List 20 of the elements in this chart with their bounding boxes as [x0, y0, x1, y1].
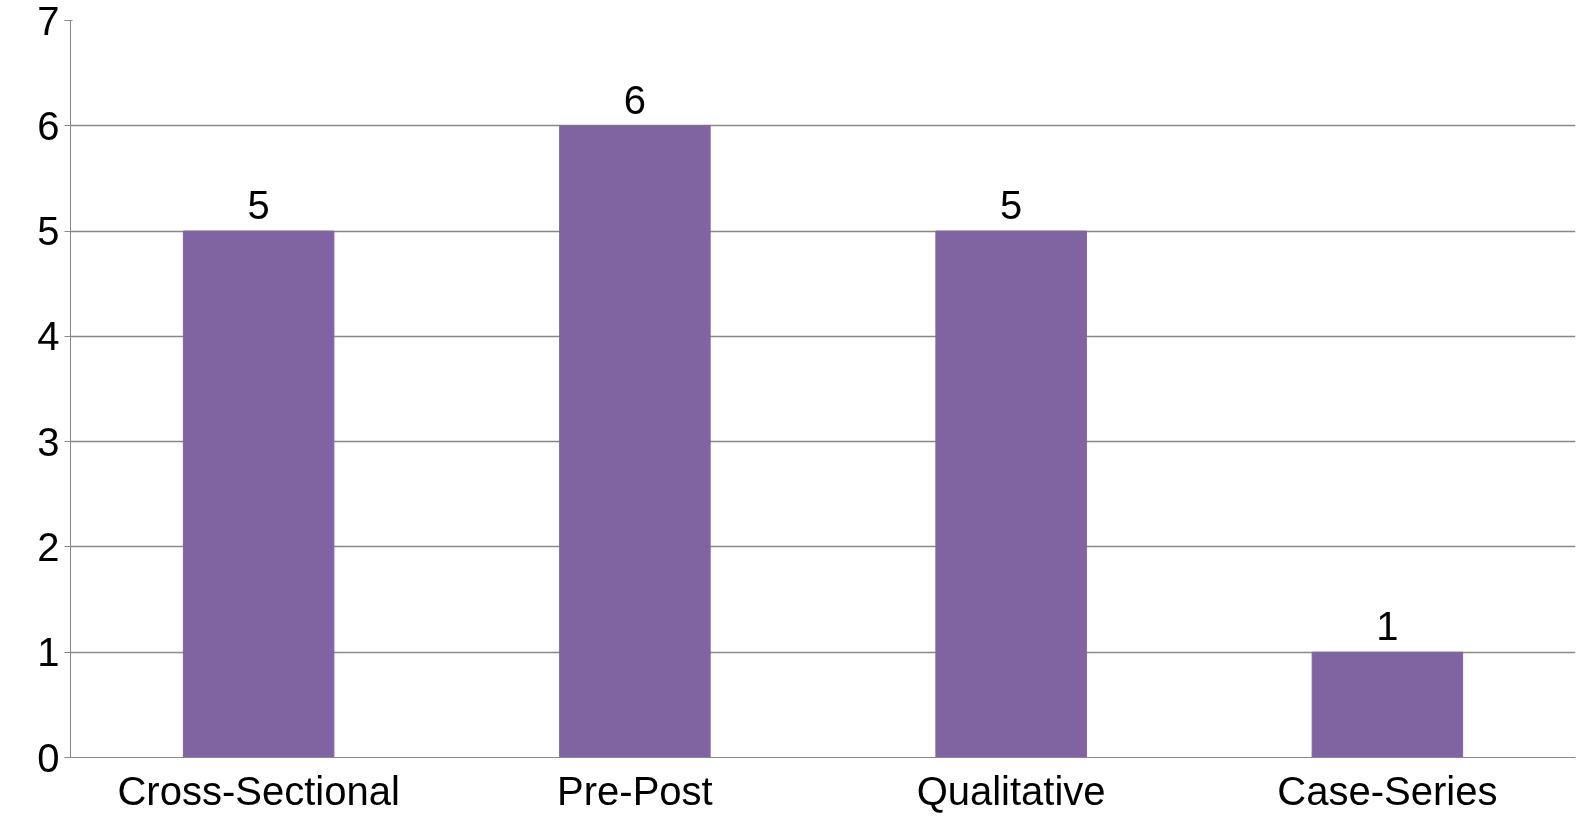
bar: [559, 125, 711, 758]
data-label: 1: [1376, 604, 1399, 649]
x-tick-label: Cross-Sectional: [117, 768, 400, 813]
x-tick-label: Case-Series: [1277, 768, 1498, 813]
y-tick-label: 7: [37, 0, 60, 43]
y-tick-label: 6: [37, 103, 60, 148]
y-tick-label: 1: [37, 630, 60, 675]
y-tick-label: 0: [37, 735, 60, 780]
data-label: 5: [1000, 183, 1023, 228]
y-tick-label: 5: [37, 209, 60, 254]
x-tick-label: Qualitative: [916, 768, 1106, 813]
x-tick-label: Pre-Post: [557, 768, 713, 813]
bar: [182, 230, 335, 758]
data-label: 6: [623, 77, 646, 122]
y-tick-label: 2: [37, 524, 60, 569]
y-tick-label: 3: [37, 419, 60, 464]
bar: [935, 230, 1087, 758]
y-tick-label: 4: [37, 314, 60, 359]
bar: [1311, 651, 1464, 758]
data-label: 5: [247, 183, 270, 228]
